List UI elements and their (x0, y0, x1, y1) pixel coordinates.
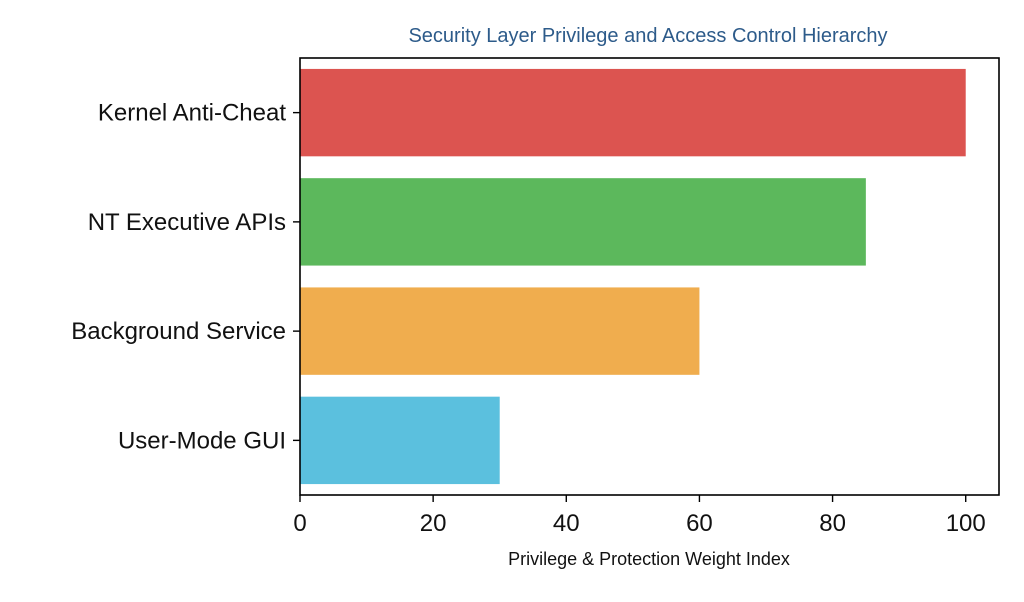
y-tick-label: Background Service (71, 318, 286, 345)
y-tick-label: User-Mode GUI (118, 427, 286, 454)
x-axis: 0 20 40 60 80 100 (293, 495, 986, 537)
x-tick-label: 0 (293, 510, 306, 537)
x-tick-label: 40 (553, 510, 580, 537)
bars-layer (300, 68, 966, 485)
bar-kernel-anti-cheat (300, 68, 966, 157)
bar-user-mode-gui (300, 396, 500, 485)
bar-nt-executive-apis (300, 178, 866, 266)
x-tick-label: 20 (420, 510, 447, 537)
y-tick-label: NT Executive APIs (88, 209, 286, 236)
x-tick-label: 100 (946, 510, 986, 537)
plot-frame (299, 57, 1000, 496)
x-tick-label: 60 (686, 510, 713, 537)
x-axis-label: Privilege & Protection Weight Index (508, 549, 790, 569)
chart-title: Security Layer Privilege and Access Cont… (408, 25, 887, 47)
bar-background-service (300, 287, 700, 375)
y-tick-label: Kernel Anti-Cheat (98, 100, 286, 127)
y-axis: Kernel Anti-Cheat NT Executive APIs Backgr… (71, 100, 300, 454)
x-tick-label: 80 (819, 510, 846, 537)
